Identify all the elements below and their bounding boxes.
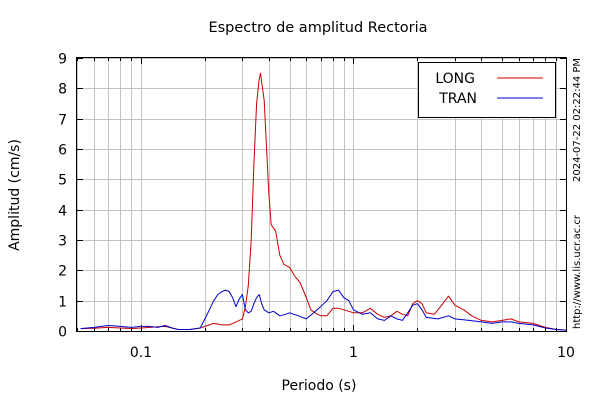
chart-title: Espectro de amplitud Rectoria	[208, 20, 427, 36]
y-tick-label: 4	[58, 204, 67, 220]
y-tick-label: 6	[58, 143, 67, 159]
x-axis-label: Periodo (s)	[282, 378, 357, 394]
url-annotation: http://www.lis.ucr.ac.cr	[572, 214, 583, 329]
legend-box	[418, 62, 556, 118]
legend-label-long: LONG	[435, 71, 475, 87]
series-line-tran	[80, 289, 567, 331]
series-group	[80, 72, 567, 331]
y-tick-label: 8	[58, 82, 67, 98]
grid	[77, 58, 566, 332]
y-tick-label: 5	[58, 173, 67, 189]
y-axis-label: Amplitud (cm/s)	[7, 139, 23, 251]
y-tick-label: 9	[58, 52, 67, 68]
y-axis: 0 1 2 3 4 5 6 7 8 9	[58, 52, 566, 341]
x-tick-label: 0.1	[130, 345, 152, 361]
x-tick-label: 1	[349, 345, 358, 361]
legend-label-tran: TRAN	[438, 91, 477, 107]
legend: LONG TRAN	[418, 62, 556, 118]
y-tick-label: 2	[58, 264, 67, 280]
timestamp-annotation: 2024-07-22 02:22:44 PM	[572, 58, 583, 182]
y-tick-label: 1	[58, 295, 67, 311]
plot-frame	[76, 57, 567, 332]
x-axis: 0.1 1 10	[77, 58, 575, 361]
y-tick-label: 7	[58, 113, 67, 129]
y-tick-label: 3	[58, 234, 67, 250]
x-tick-label: 10	[557, 345, 575, 361]
y-tick-label: 0	[58, 325, 67, 341]
